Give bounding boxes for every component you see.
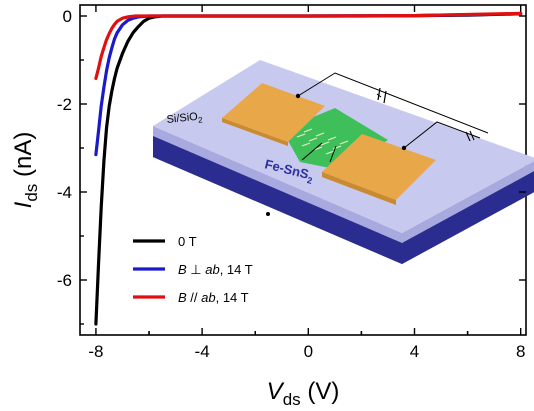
x-tick-label: 8 — [516, 342, 525, 361]
electrode-right-side — [322, 172, 396, 205]
legend-label: 0 T — [178, 234, 197, 249]
x-tick-label: 4 — [410, 342, 419, 361]
lattice-mark — [327, 136, 337, 141]
electrode-left-side — [222, 118, 288, 146]
x-axis-ticks: -8 -4 0 4 8 — [88, 5, 525, 361]
x-tick-label: -4 — [195, 342, 210, 361]
lattice-mark — [308, 137, 318, 142]
lattice-mark — [325, 150, 335, 155]
device-schematic: Si/SiO2 Fe-SnS2 — [153, 60, 534, 264]
lattice-mark — [296, 133, 306, 138]
battery-symbol — [377, 87, 387, 104]
lattice-mark — [301, 142, 311, 147]
lattice-mark — [315, 132, 325, 137]
lattice-mark — [339, 140, 349, 145]
legend-label: B ⊥ ab, 14 T — [178, 262, 253, 277]
ground-symbol — [465, 130, 475, 142]
x-axis-title: Vds (V) — [267, 378, 340, 409]
y-tick-label: 0 — [63, 7, 72, 26]
lattice-mark — [303, 128, 313, 133]
legend: 0 T B ⊥ ab, 14 T B // ab, 14 T — [133, 234, 253, 305]
y-tick-label: -4 — [57, 183, 72, 202]
gate-contact-dot — [266, 212, 270, 216]
y-axis-title: Ids (nA) — [10, 132, 41, 209]
lattice-mark — [320, 141, 330, 146]
x-tick-label: 0 — [304, 342, 313, 361]
contact-dot-right — [401, 145, 407, 151]
x-tick-label: -8 — [88, 342, 103, 361]
substrate-label: Si/SiO2 — [166, 110, 203, 128]
oxide-layer-right — [402, 161, 534, 243]
lattice-mark — [332, 145, 342, 150]
y-tick-label: -6 — [57, 271, 72, 290]
data-curves — [94, 11, 523, 326]
lattice-mark — [313, 146, 323, 151]
substrate-base-side — [153, 135, 402, 264]
y-tick-label: -2 — [57, 95, 72, 114]
oxide-layer-front — [153, 126, 402, 243]
substrate-base-right — [402, 170, 534, 264]
electrode-right — [322, 134, 436, 200]
field-arrows — [301, 142, 337, 163]
y-axis-ticks: 0 -2 -4 -6 — [57, 7, 526, 325]
legend-label: B // ab, 14 T — [178, 290, 249, 305]
series-line — [94, 11, 523, 81]
contact-dot-left — [295, 93, 301, 99]
